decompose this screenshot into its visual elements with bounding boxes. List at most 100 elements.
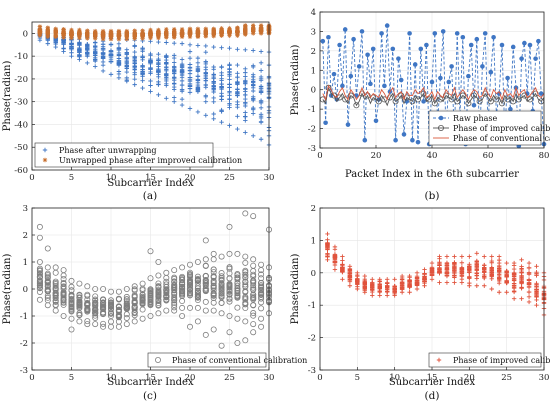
data-point (243, 26, 248, 32)
data-point (179, 34, 185, 39)
data-point (187, 86, 193, 91)
data-point (355, 286, 360, 292)
data-point (250, 321, 257, 328)
data-point (171, 297, 178, 304)
data-point (401, 132, 407, 137)
data-point (61, 35, 66, 40)
data-point (210, 307, 217, 314)
data-point (325, 246, 330, 252)
data-point (398, 77, 404, 83)
data-point (164, 30, 169, 35)
data-point (147, 287, 154, 294)
data-point (210, 278, 217, 285)
x-tick-label: 10 (389, 373, 400, 383)
data-point (340, 254, 345, 259)
data-point (373, 118, 379, 124)
data-point (179, 82, 185, 88)
data-point (139, 315, 146, 322)
data-point (368, 81, 373, 87)
data-point (392, 98, 399, 105)
data-point (487, 98, 494, 105)
data-point (407, 31, 412, 36)
data-point (510, 44, 516, 50)
data-point (148, 89, 153, 94)
data-point (179, 64, 185, 69)
y-tick-label: -10 (14, 52, 28, 62)
data-point (258, 76, 264, 82)
y-tick-label: -50 (14, 143, 28, 153)
data-point (527, 42, 533, 48)
data-point (156, 31, 161, 36)
y-axis-label: Phase(radian) (290, 45, 301, 116)
y-tick-label: -2 (308, 334, 316, 344)
x-tick-label: 0 (29, 173, 34, 183)
data-point (258, 49, 264, 54)
data-point (195, 34, 201, 39)
data-point (325, 257, 330, 263)
data-point (172, 35, 177, 40)
data-point (250, 310, 257, 317)
data-point (100, 296, 107, 303)
data-point (362, 273, 367, 279)
data-point (115, 288, 122, 295)
data-point (210, 291, 217, 298)
data-point (454, 31, 460, 36)
series-2 (322, 84, 545, 101)
data-point (331, 71, 337, 77)
data-point (510, 98, 517, 105)
data-point (163, 290, 170, 297)
data-point (377, 277, 382, 282)
data-point (163, 278, 170, 285)
data-point (108, 52, 114, 58)
data-point (77, 27, 82, 33)
data-point (195, 26, 201, 32)
data-point (258, 295, 265, 302)
data-point (375, 98, 382, 105)
data-point (187, 68, 193, 74)
data-point (226, 288, 233, 295)
data-point (69, 30, 74, 35)
data-point (218, 342, 225, 349)
data-point (131, 318, 138, 325)
data-point (459, 254, 465, 259)
data-point (227, 66, 232, 71)
data-point (534, 264, 539, 269)
data-point (202, 237, 209, 244)
data-point (187, 77, 193, 82)
data-point (147, 302, 154, 309)
data-point (76, 280, 83, 287)
data-point (203, 70, 208, 76)
data-point (172, 95, 177, 100)
data-point (37, 29, 43, 34)
data-point (171, 307, 178, 314)
data-point (538, 91, 544, 96)
data-point (242, 271, 249, 278)
data-point (164, 27, 169, 32)
data-point (474, 251, 479, 256)
data-point (108, 28, 114, 34)
data-point (482, 266, 487, 271)
data-point (100, 59, 106, 65)
data-point (115, 303, 122, 310)
data-point (194, 289, 201, 296)
data-point (179, 30, 185, 35)
data-point (497, 260, 502, 266)
data-point (379, 31, 384, 36)
data-point (227, 123, 232, 128)
data-point (100, 28, 106, 34)
data-point (227, 101, 232, 106)
data-point (452, 254, 457, 259)
legend-marker (42, 157, 48, 163)
data-point (422, 271, 427, 277)
data-point (234, 288, 241, 295)
data-point (123, 314, 130, 321)
data-point (345, 122, 351, 127)
data-point (37, 24, 43, 29)
data-point (437, 254, 442, 259)
data-point (243, 47, 248, 52)
data-point (482, 275, 487, 281)
data-point (53, 29, 58, 34)
data-point (69, 35, 74, 41)
data-point (325, 251, 330, 256)
data-point (521, 92, 528, 99)
